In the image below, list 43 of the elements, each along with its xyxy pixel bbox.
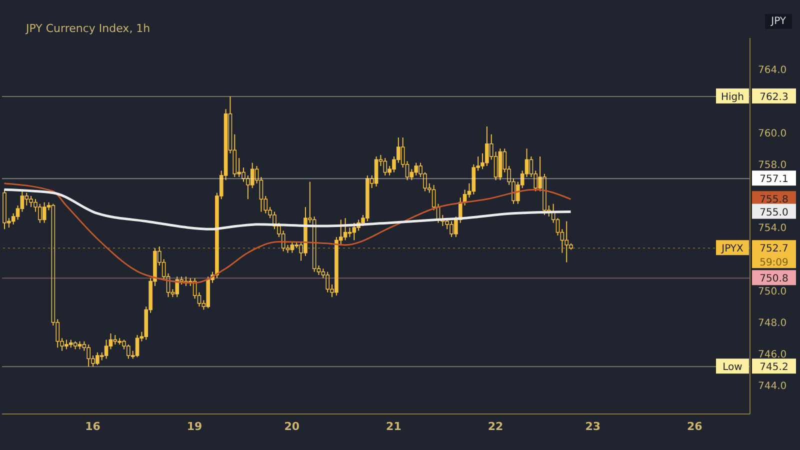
annotation: 745.2 [760,362,788,374]
annotation: 752.7 [760,244,788,255]
annotation: 757.1 [760,174,788,186]
x-tick-label: 16 [85,420,101,433]
candlestick [472,164,476,195]
line-series [2,188,572,230]
candlestick [374,156,378,188]
x-tick-label: 26 [687,420,703,433]
candlestick [24,192,29,206]
y-tick-label: 748.0 [758,318,787,329]
y-tick-label: 746.0 [758,350,787,361]
y-tick-label: 764.0 [758,65,787,76]
chart-title: JPY Currency Index, 1h [26,22,150,35]
annotation: 762.3 [760,92,788,103]
ref-line-label: High [721,92,744,103]
annotation: 750.8 [760,274,788,285]
candlestick [175,276,180,298]
y-tick-label: 760.0 [758,128,787,140]
candlestick [135,334,140,358]
y-tick-label: 750.0 [758,286,787,298]
candlestick [42,202,46,224]
y-axis-title: JPY [765,14,792,29]
y-tick-label: 754.0 [758,223,787,234]
candlestick [250,162,254,189]
x-tick-label: 23 [585,420,601,433]
candlestick [352,222,356,241]
candlestick [383,158,388,176]
ref-line-label: JPYX [720,244,744,255]
x-tick-label: 20 [284,420,300,433]
candlestick [564,220,569,263]
candlestick [343,218,348,241]
ref-line-label: Low [722,362,742,374]
y-tick-label: 758.0 [758,160,787,171]
x-tick-label: 21 [386,420,402,433]
candlestick [104,339,108,360]
annotation: 755.0 [760,207,788,218]
candlestick [414,162,418,176]
candlestick [290,241,294,254]
text: 59:09 [760,258,788,269]
annotation: 755.8 [760,194,788,206]
x-tick-label: 22 [488,420,504,433]
x-tick-label: 19 [186,420,202,433]
y-tick-label: 744.0 [758,381,787,392]
